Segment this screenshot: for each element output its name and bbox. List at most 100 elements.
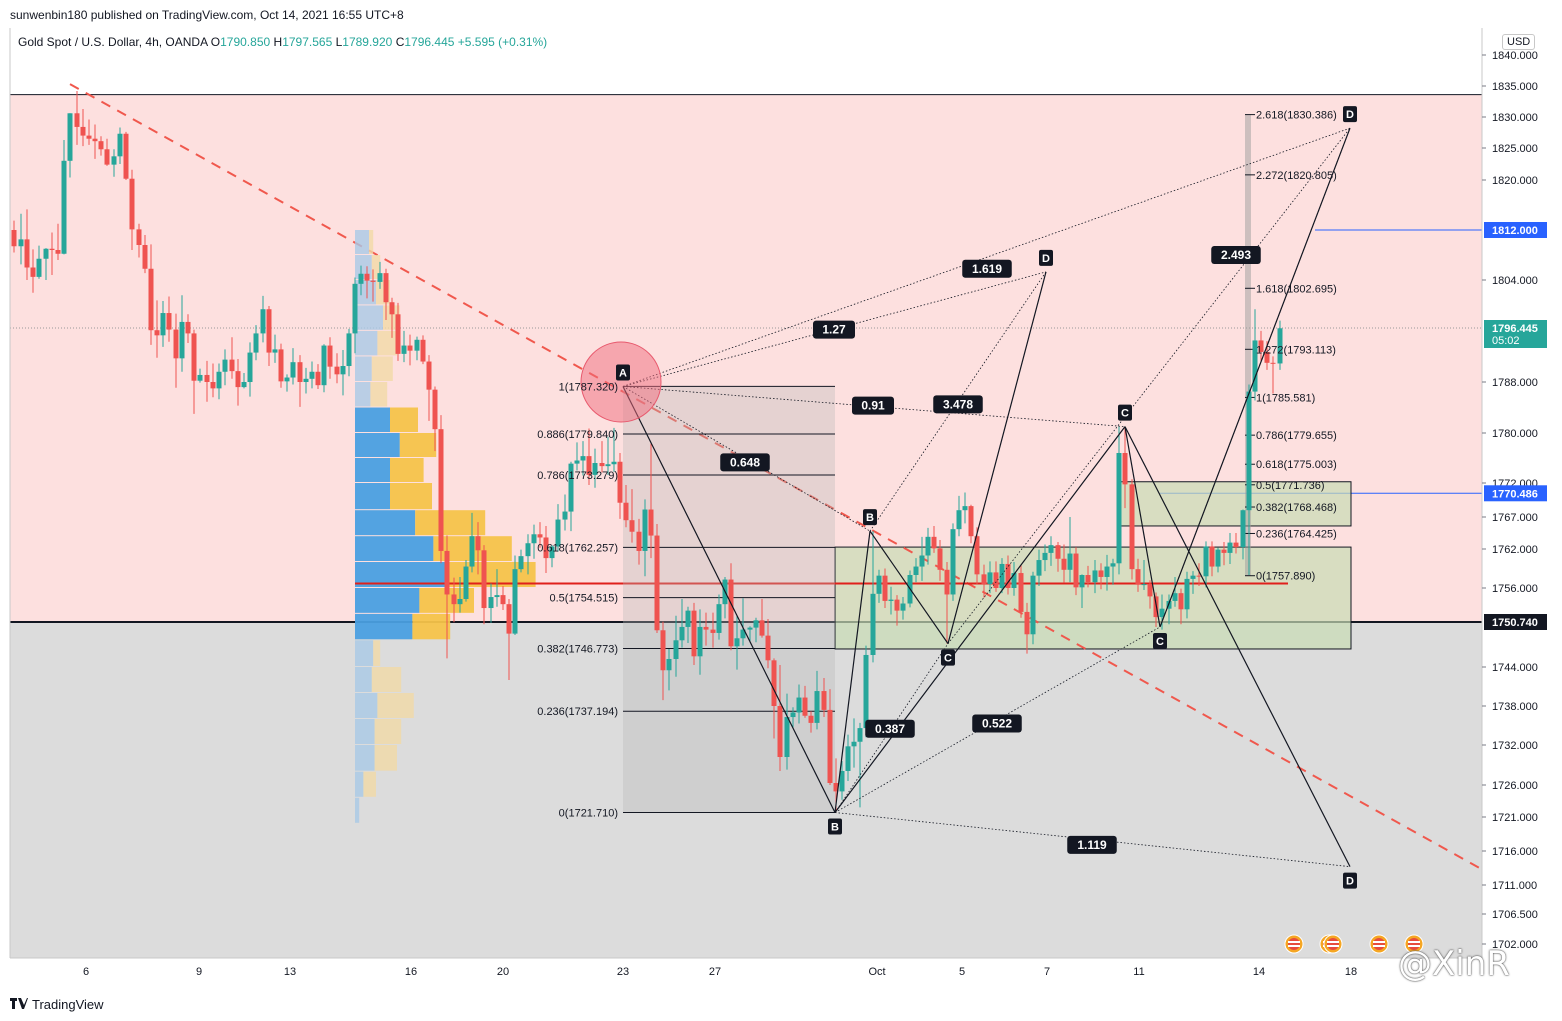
price-tick-label: 1780.000 [1492,428,1538,440]
flag-stripe [1408,945,1420,947]
candle-body [1270,362,1276,364]
candle-body [796,697,802,713]
candle-body [580,456,586,461]
time-tick-label: 14 [1253,966,1265,978]
candle-body [500,595,506,605]
vp-bar-down [415,510,486,536]
candle-body [629,520,635,532]
candle-body [1172,593,1178,601]
candle-body [1147,584,1153,597]
pattern-point-b: B [863,509,877,526]
point-badge [1039,249,1053,266]
candle-body [642,509,648,551]
vp-bar-up [355,407,390,432]
price-badge [1484,320,1547,348]
candle-body [617,461,623,503]
point-label: D [1042,253,1050,265]
price-badge [1484,485,1547,502]
candle-body [160,313,166,336]
candle-body [623,502,629,521]
ratio-label: 0.387 [875,722,905,736]
candle-body [531,534,537,544]
candle-body [1203,546,1209,577]
candle-body [654,535,660,631]
candle-body [260,309,266,334]
candle-body [438,429,444,551]
candle-body [697,626,703,657]
candle-body [321,345,327,386]
low-label: L [335,35,343,49]
vp-bar-up [355,797,360,823]
candle-body [315,371,321,386]
fib-ext-label: 2.618(1830.386) [1256,110,1337,122]
candle-body [340,366,346,375]
point-label: D [1346,109,1354,121]
candle-body [222,359,228,372]
pattern-ratio-line [622,127,1351,387]
ratio-label: 2.493 [1221,248,1251,262]
candle-body [1092,570,1098,583]
candle-body [420,339,426,362]
zones-layer [10,28,1483,958]
vp-bar-up [355,356,372,381]
candle-body [494,595,500,598]
candle-body [216,371,222,389]
price-tick-label: 1820.000 [1492,175,1538,187]
price-tick-label: 1762.000 [1492,544,1538,556]
ratio-badge [1211,246,1261,264]
point-badge [1153,632,1167,649]
ratio-label: 1.119 [1077,838,1107,852]
price-tick-label: 1716.000 [1492,846,1538,858]
point-badge [1343,872,1357,889]
candle-body [974,536,980,575]
candle-body [1264,351,1270,363]
candle-body [1116,453,1122,564]
ratio-label: 0.522 [982,717,1012,731]
fib-level-label: 0.382(1746.773) [537,643,618,655]
price-tick-label: 1830.000 [1492,112,1538,124]
vp-bar-up [355,433,400,457]
candle-body [401,345,407,354]
candle-body [562,511,568,520]
candle-body [1190,575,1196,579]
vp-bar-up [355,613,413,640]
candle-body [1030,575,1036,635]
candle-body [808,715,814,723]
candle-body [753,620,759,628]
candle-body [537,534,543,538]
price-tick-label: 1732.000 [1492,740,1538,752]
candle-body [463,566,469,599]
candle-body [395,314,401,354]
candle-body [716,604,722,633]
fib-ext-label: 0.618(1775.003) [1256,459,1337,471]
fib-ext-label: 1(1785.581) [1256,392,1315,404]
candle-body [956,510,962,530]
fib-level-label: 0.236(1737.194) [537,706,618,718]
currency-button[interactable]: USD [1502,34,1536,50]
candle-body [1098,570,1104,577]
candle-body [1221,549,1227,553]
price-badge [1484,614,1547,630]
candle-body [1048,545,1054,553]
candle-body [673,640,679,659]
vp-bar-up [355,719,375,744]
vp-bar-down [390,458,424,482]
vp-bar-down [390,407,418,432]
candle-body [481,550,487,609]
price-tick-label: 1744.000 [1492,662,1538,674]
fib-level-label: 0.618(1762.257) [537,542,618,554]
candle-body [863,654,869,729]
candle-body [266,309,272,353]
vp-bar-up [355,667,372,692]
price-tick-label: 1756.000 [1492,583,1538,595]
candle-body [968,506,974,537]
candle-body [703,626,709,630]
candle-body [845,746,851,771]
pattern-point-a: A [616,364,630,381]
fib-ext-label: 0.382(1768.468) [1256,502,1337,514]
economic-event-flag-icon [1323,934,1343,954]
candle-body [1258,340,1264,352]
candle-body [1085,575,1091,583]
price-chart[interactable]: 1(1787.320) 0.886(1779.840) 0.786(1773.279… [0,0,1562,992]
candle-body [136,229,142,245]
